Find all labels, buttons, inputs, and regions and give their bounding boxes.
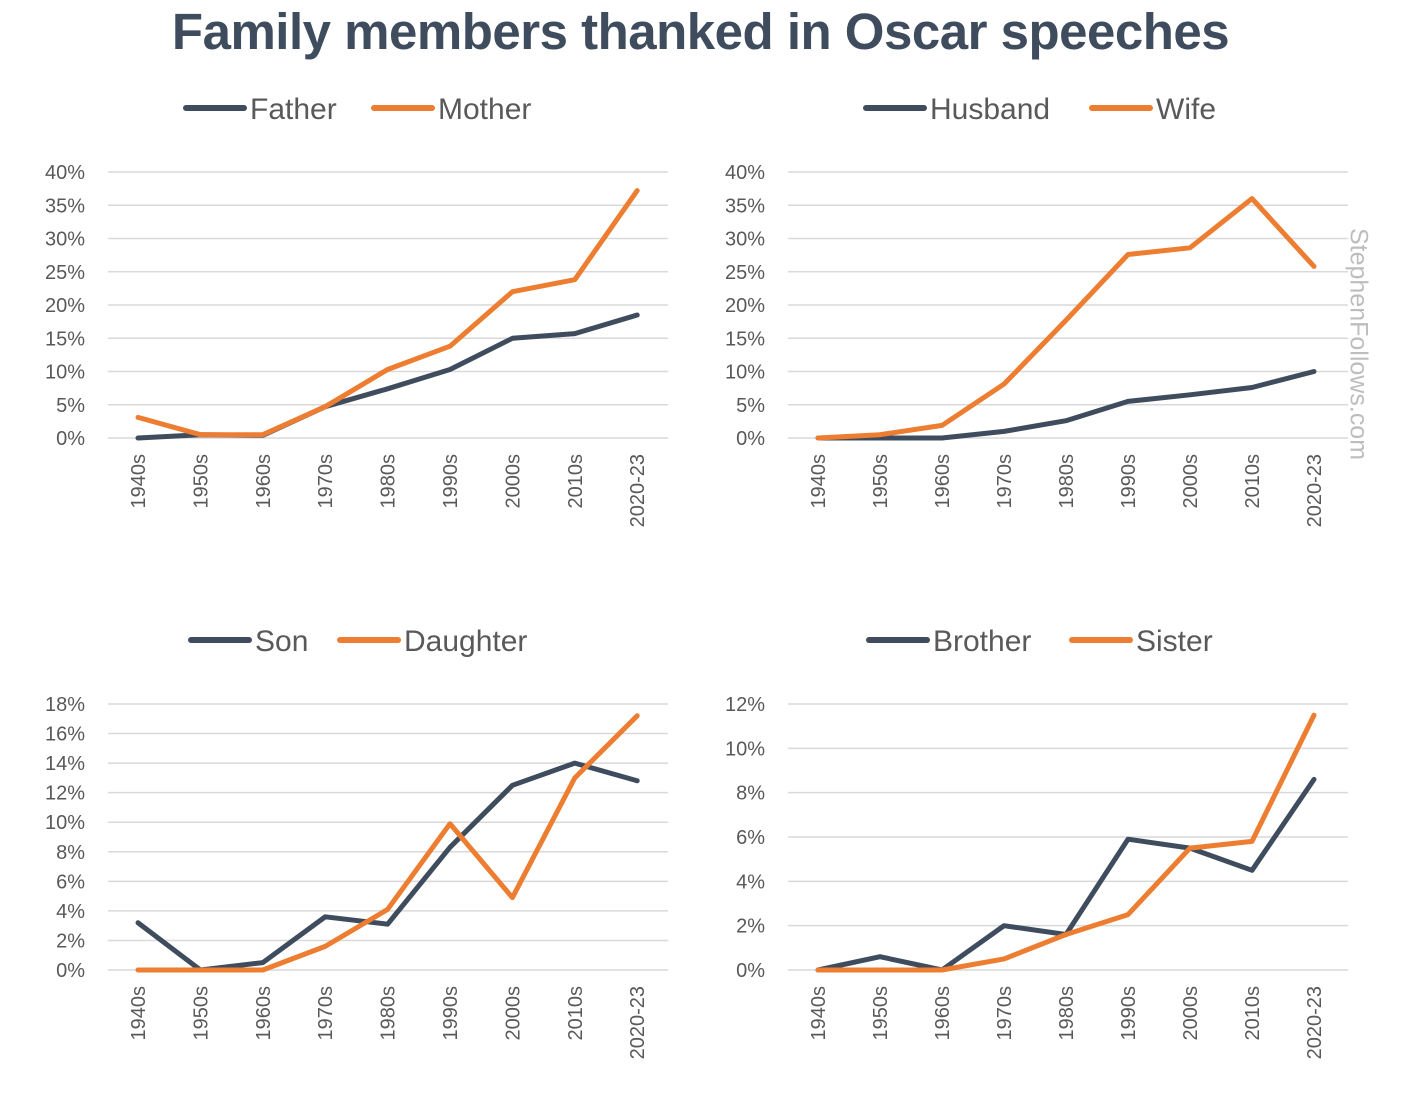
x-tick-label: 1980s: [1056, 986, 1078, 1041]
y-tick-label: 30%: [45, 229, 85, 251]
x-tick-label: 2000s: [502, 454, 524, 509]
x-tick-label: 2000s: [1180, 454, 1202, 509]
x-tick-label: 1990s: [440, 986, 462, 1041]
x-tick-label: 1940s: [128, 986, 150, 1041]
y-tick-label: 14%: [45, 753, 85, 775]
legend-label-brother: Brother: [933, 625, 1031, 658]
y-tick-label: 5%: [736, 395, 765, 417]
y-tick-label: 30%: [725, 229, 765, 251]
series-line-wife: [815, 196, 1317, 441]
series-line-daughter: [135, 713, 640, 973]
y-tick-label: 0%: [736, 960, 765, 982]
chart-husband-wife: 0% 5% 10% 15% 20% 25% 30% 35% 40% 1940s 1950s 1960s…: [725, 93, 1348, 527]
x-tick-label: 2020-23: [1304, 986, 1326, 1059]
y-tick-label: 0%: [56, 960, 85, 982]
y-tick-label: 16%: [45, 724, 85, 746]
y-tick-label: 15%: [45, 328, 85, 350]
series-line-husband: [815, 369, 1317, 441]
y-tick-label: 40%: [45, 162, 85, 184]
legend-label-father: Father: [250, 93, 337, 126]
y-tick-label: 35%: [725, 195, 765, 217]
chart-title: Family members thanked in Oscar speeches: [171, 3, 1230, 60]
y-tick-label: 18%: [45, 694, 85, 716]
x-tick-label: 2000s: [1180, 986, 1202, 1041]
y-tick-label: 15%: [725, 328, 765, 350]
y-tick-label: 8%: [736, 783, 765, 805]
y-tick-label: 25%: [45, 262, 85, 284]
x-tick-label: 2010s: [1242, 986, 1264, 1041]
x-tick-label: 1970s: [315, 454, 337, 509]
y-tick-label: 25%: [725, 262, 765, 284]
x-tick-label: 2020-23: [627, 454, 649, 527]
x-tick-label: 1980s: [1056, 454, 1078, 509]
y-tick-label: 8%: [56, 842, 85, 864]
y-tick-label: 10%: [725, 362, 765, 384]
legend-label-husband: Husband: [930, 93, 1050, 126]
y-tick-label: 0%: [56, 428, 85, 450]
y-tick-label: 2%: [736, 916, 765, 938]
x-tick-label: 1950s: [870, 986, 892, 1041]
y-tick-label: 6%: [736, 827, 765, 849]
legend-label-sister: Sister: [1136, 625, 1213, 658]
y-tick-label: 12%: [725, 694, 765, 716]
y-tick-label: 10%: [45, 812, 85, 834]
x-tick-label: 1960s: [932, 986, 954, 1041]
x-tick-label: 1950s: [190, 986, 212, 1041]
chart-father-mother: 0% 5% 10% 15% 20% 25% 30% 35% 40% 1940s 1950s 1960s…: [45, 93, 668, 527]
x-tick-label: 2010s: [1242, 454, 1264, 509]
legend-label-son: Son: [255, 625, 308, 658]
x-tick-label: 2000s: [502, 986, 524, 1041]
x-tick-label: 1940s: [808, 454, 830, 509]
y-tick-label: 2%: [56, 930, 85, 952]
x-tick-label: 1960s: [253, 454, 275, 509]
y-tick-label: 4%: [736, 871, 765, 893]
x-tick-label: 2020-23: [627, 986, 649, 1059]
y-tick-label: 20%: [725, 295, 765, 317]
y-tick-label: 20%: [45, 295, 85, 317]
series-line-brother: [815, 776, 1317, 973]
x-tick-label: 1950s: [870, 454, 892, 509]
x-tick-label: 1940s: [128, 454, 150, 509]
legend-label-wife: Wife: [1156, 93, 1216, 126]
x-tick-label: 1990s: [1118, 986, 1140, 1041]
x-tick-label: 1980s: [378, 986, 400, 1041]
y-tick-label: 12%: [45, 783, 85, 805]
x-tick-label: 1970s: [315, 986, 337, 1041]
x-tick-label: 1960s: [932, 454, 954, 509]
x-tick-label: 2010s: [565, 454, 587, 509]
x-tick-label: 1970s: [994, 454, 1016, 509]
y-tick-label: 40%: [725, 162, 765, 184]
x-tick-label: 1990s: [1118, 454, 1140, 509]
series-line-mother: [135, 188, 640, 438]
series-line-sister: [815, 712, 1317, 973]
x-tick-label: 1970s: [994, 986, 1016, 1041]
legend-label-mother: Mother: [438, 93, 531, 126]
x-tick-label: 1940s: [808, 986, 830, 1041]
x-tick-label: 1990s: [440, 454, 462, 509]
y-tick-label: 4%: [56, 901, 85, 923]
x-tick-label: 1950s: [190, 454, 212, 509]
x-tick-label: 1960s: [253, 986, 275, 1041]
y-tick-label: 10%: [45, 362, 85, 384]
y-tick-label: 5%: [56, 395, 85, 417]
x-tick-label: 2010s: [565, 986, 587, 1041]
chart-son-daughter: 0% 2% 4% 6% 8% 10% 12% 14% 16% 18% 1940s 1950s 1960s…: [45, 625, 668, 1059]
legend-label-daughter: Daughter: [404, 625, 527, 658]
x-tick-label: 2020-23: [1304, 454, 1326, 527]
y-tick-label: 35%: [45, 195, 85, 217]
y-tick-label: 0%: [736, 428, 765, 450]
y-tick-label: 6%: [56, 871, 85, 893]
y-tick-label: 10%: [725, 738, 765, 760]
x-tick-label: 1980s: [378, 454, 400, 509]
